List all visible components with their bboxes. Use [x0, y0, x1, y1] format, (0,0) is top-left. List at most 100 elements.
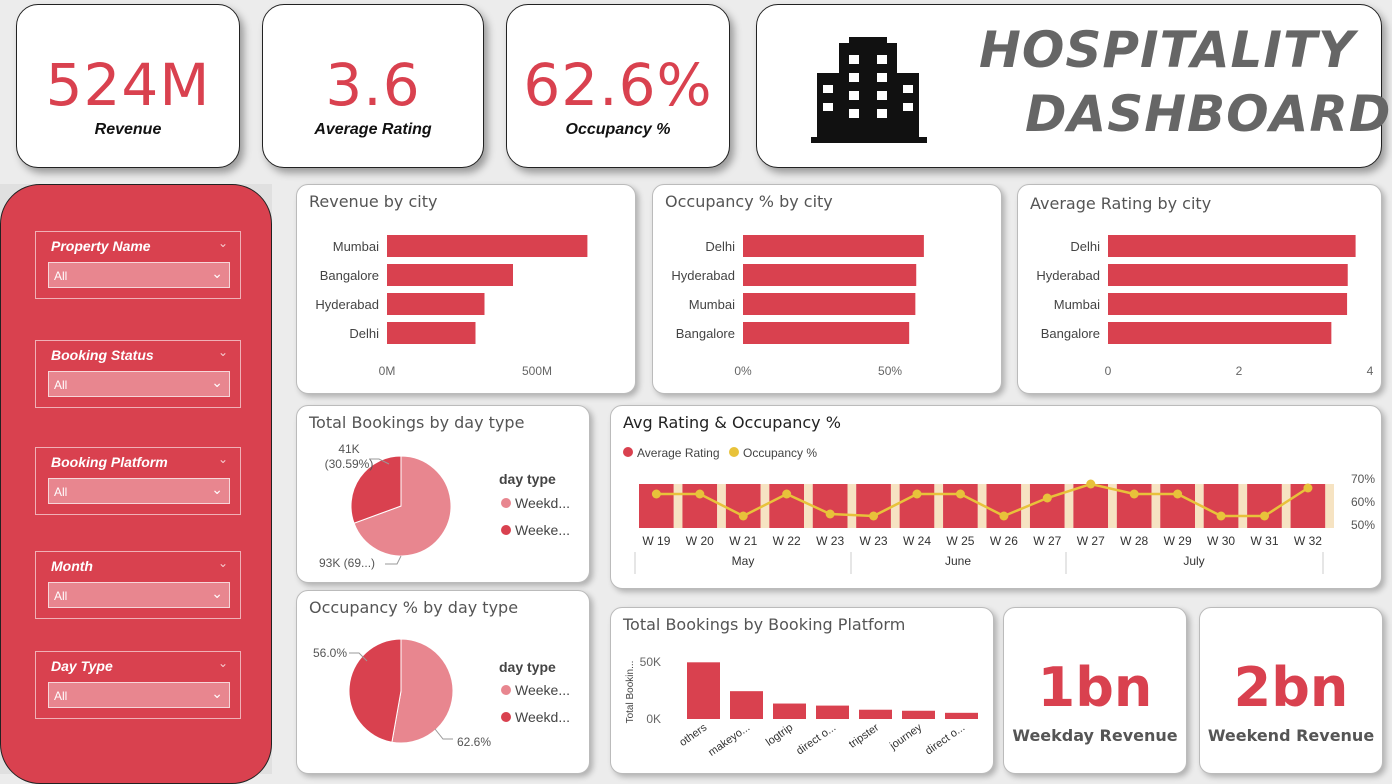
- occupancy-by-daytype-pie: 62.6% 56.0%: [313, 638, 491, 749]
- y-axis-label: Total Bookin...: [625, 661, 636, 724]
- filter-sidebar: Property Name ⌄ All ⌄ Booking Status ⌄ Al…: [0, 184, 272, 784]
- filter-label: Property Name: [51, 238, 151, 254]
- tick-label: 0: [1105, 364, 1112, 378]
- chevron-down-icon[interactable]: ⌄: [217, 556, 228, 570]
- weekend-revenue-label: Weekend Revenue: [1207, 726, 1375, 745]
- bar: [986, 484, 1022, 528]
- bar: [743, 293, 916, 315]
- bar: [1203, 484, 1239, 528]
- chevron-down-icon[interactable]: ⌄: [217, 345, 228, 359]
- legend-item-weekday[interactable]: Weekd...: [501, 709, 570, 725]
- revenue-by-city-panel[interactable]: Revenue by city Mumbai Bangalore Hyderabad…: [296, 184, 636, 394]
- category-label: others: [677, 721, 709, 749]
- chart-title: Total Bookings by day type: [309, 413, 525, 432]
- category-label: Bangalore: [676, 326, 735, 341]
- rating-by-city-chart: Delhi Hyderabad Mumbai Bangalore 0 2 4: [1036, 235, 1374, 378]
- bar-gap: [1108, 484, 1117, 528]
- chevron-down-icon: ⌄: [211, 481, 223, 497]
- tick-label: 70%: [1351, 472, 1375, 486]
- bar: [387, 235, 588, 257]
- tick-label: 60%: [1351, 495, 1375, 509]
- line-point: [869, 511, 879, 521]
- chevron-down-icon[interactable]: ⌄: [217, 452, 228, 466]
- weekend-revenue-card: 2bn Weekend Revenue: [1199, 607, 1383, 774]
- bar: [687, 662, 720, 719]
- line-point: [912, 489, 922, 499]
- chevron-down-icon[interactable]: ⌄: [217, 656, 228, 670]
- legend-item-average-rating[interactable]: Average Rating: [623, 446, 720, 460]
- day-type-dropdown[interactable]: All ⌄: [48, 682, 230, 708]
- bar: [387, 264, 513, 286]
- booking-status-dropdown[interactable]: All ⌄: [48, 371, 230, 397]
- bar: [859, 709, 892, 719]
- line-point: [695, 489, 705, 499]
- revenue-by-city-chart: Mumbai Bangalore Hyderabad Delhi 0M 500M: [315, 235, 588, 378]
- legend-item-weekday[interactable]: Weekd...: [501, 495, 570, 511]
- bar: [816, 705, 849, 719]
- bar-gap: [1238, 484, 1248, 528]
- chevron-down-icon[interactable]: ⌄: [217, 236, 228, 250]
- occupancy-by-city-panel[interactable]: Occupancy % by city Delhi Hyderabad Mumbai…: [652, 184, 1002, 394]
- category-label: W 27: [1033, 534, 1061, 548]
- filter-label: Booking Status: [51, 347, 154, 363]
- occupancy-kpi-card: 62.6% Occupancy %: [506, 4, 730, 168]
- category-label: Delhi: [1070, 239, 1100, 254]
- filter-label: Month: [51, 558, 93, 574]
- leader-line: [434, 728, 453, 740]
- legend-dot-icon: [501, 685, 511, 695]
- legend-item-occupancy[interactable]: Occupancy %: [729, 446, 817, 460]
- rating-occupancy-weekly-panel[interactable]: Avg Rating & Occupancy % Average Rating …: [610, 405, 1382, 589]
- bar: [387, 293, 485, 315]
- weekend-revenue-value: 2bn: [1233, 656, 1349, 719]
- bar: [773, 703, 806, 719]
- category-label: W 26: [990, 534, 1018, 548]
- occupancy-value: 62.6%: [523, 51, 713, 119]
- tick-label: 50%: [1351, 518, 1375, 532]
- chart-title: Total Bookings by Booking Platform: [623, 615, 906, 634]
- bar: [902, 710, 935, 719]
- occupancy-by-daytype-panel[interactable]: Occupancy % by day type 62.6% 56.0% day t…: [296, 590, 590, 774]
- tick-label: 0%: [734, 364, 752, 378]
- line-point: [825, 509, 835, 519]
- filter-label: Day Type: [51, 658, 113, 674]
- chart-title: Occupancy % by city: [665, 192, 833, 211]
- category-label: W 23: [816, 534, 844, 548]
- category-label: Mumbai: [333, 239, 379, 254]
- line-point: [651, 489, 661, 499]
- bookings-by-platform-panel[interactable]: Total Bookings by Booking Platform Total…: [610, 607, 994, 774]
- weekday-revenue-card: 1bn Weekday Revenue: [1003, 607, 1187, 774]
- bookings-by-daytype-pie: 93K (69...) 41K(30.59%): [319, 442, 452, 570]
- booking-platform-dropdown[interactable]: All ⌄: [48, 478, 230, 504]
- leader-line: [385, 555, 402, 565]
- legend-item-weekend[interactable]: Weeke...: [501, 682, 570, 698]
- category-label: W 23: [860, 534, 888, 548]
- category-label: Hyderabad: [315, 297, 379, 312]
- tick-label: 0K: [646, 712, 661, 726]
- occupancy-label: Occupancy %: [565, 121, 671, 138]
- leader-line: [349, 652, 368, 662]
- bar-gap: [804, 484, 813, 528]
- line-point: [1303, 483, 1313, 493]
- bar: [1073, 484, 1109, 528]
- filter-month: Month ⌄ All ⌄: [35, 551, 241, 619]
- bookings-by-daytype-panel[interactable]: Total Bookings by day type 93K (69...) 41…: [296, 405, 590, 583]
- line-point: [782, 489, 792, 499]
- bar: [856, 484, 891, 528]
- dashboard-title-card: HOSPITALITY DASHBOARD: [756, 4, 1390, 168]
- line-point: [738, 511, 748, 521]
- property-name-dropdown[interactable]: All ⌄: [48, 262, 230, 288]
- month-dropdown[interactable]: All ⌄: [48, 582, 230, 608]
- category-label: W 31: [1250, 534, 1278, 548]
- bar-gap: [1064, 484, 1074, 528]
- category-label: Delhi: [705, 239, 735, 254]
- category-label: W 24: [903, 534, 931, 548]
- line-point: [1173, 489, 1183, 499]
- bar: [812, 484, 848, 528]
- pie-slice: [391, 638, 454, 744]
- bar-gap: [1281, 484, 1291, 528]
- filter-booking-status: Booking Status ⌄ All ⌄: [35, 340, 241, 408]
- category-label: logtrip: [764, 722, 795, 749]
- rating-by-city-panel[interactable]: Average Rating by city Delhi Hyderabad Mum…: [1017, 184, 1382, 394]
- bar: [387, 322, 476, 344]
- legend-item-weekend[interactable]: Weeke...: [501, 522, 570, 538]
